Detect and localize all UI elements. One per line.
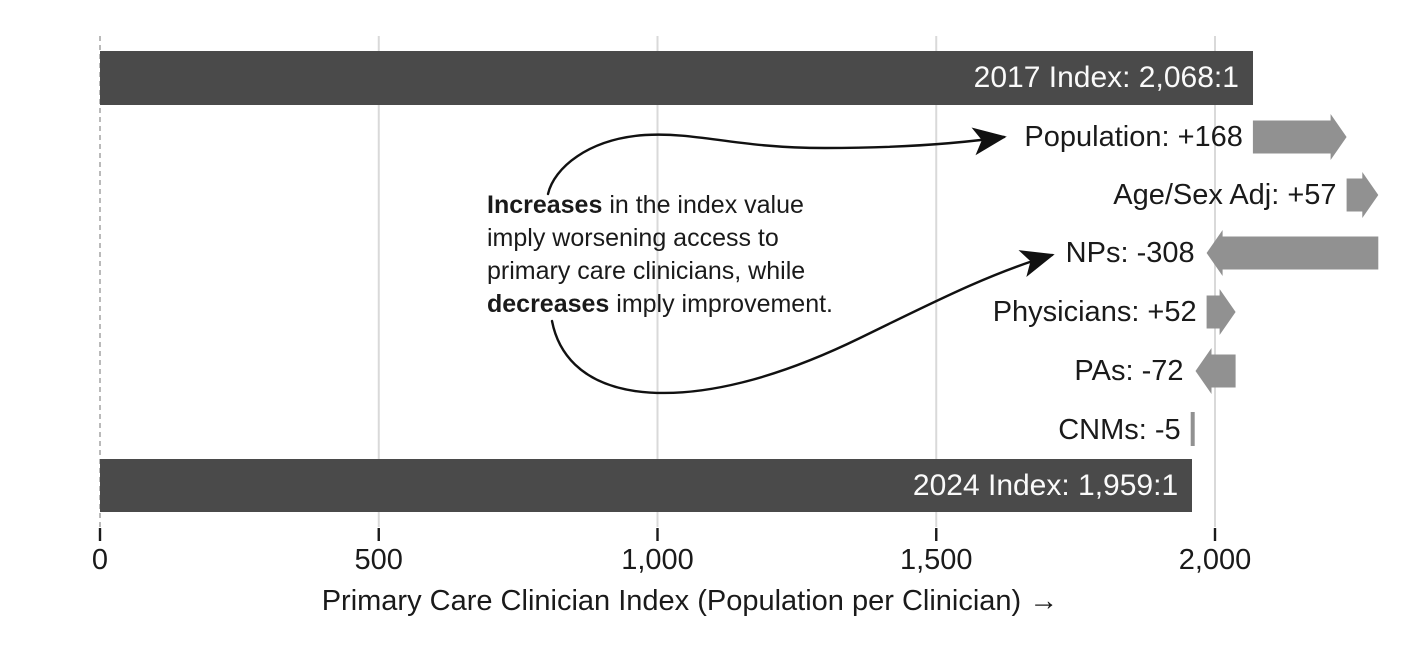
- x-axis-tick-label: 1,500: [899, 544, 973, 576]
- x-axis-tick: [1213, 528, 1217, 541]
- x-axis-tick: [935, 528, 938, 541]
- total-bar-index-2017: 2017 Index: 2,068:1: [100, 51, 1253, 105]
- delta-label-pas: PAs: -72: [1074, 355, 1184, 387]
- x-axis-tick-label: 0: [91, 544, 109, 576]
- delta-arrow-nps: [1206, 230, 1379, 276]
- annotation-line: imply worsening access to: [487, 224, 779, 252]
- x-axis-tick-label: 2,000: [1178, 544, 1252, 576]
- delta-arrow-age-sex-adj: [1346, 172, 1379, 218]
- annotation-arrow-bottom: [550, 250, 1055, 395]
- x-axis-tick-label: 1,000: [621, 544, 694, 576]
- delta-label-physicians: Physicians: +52: [992, 296, 1197, 328]
- x-axis-tick: [656, 528, 659, 541]
- total-bar-index-2024: 2024 Index: 1,959:1: [100, 459, 1193, 512]
- annotation-line: primary care clinicians, while: [487, 257, 806, 285]
- annotation-arrow-top: [546, 127, 1007, 196]
- annotation-note: Increases in the index value imply worsen…: [487, 189, 833, 321]
- x-axis-tick: [98, 528, 102, 541]
- delta-label-cnms: CNMs: -5: [1058, 414, 1181, 446]
- delta-label-population: Population: +168: [1024, 121, 1243, 153]
- delta-label-nps: NPs: -308: [1065, 237, 1195, 269]
- grid-line: [1214, 36, 1216, 527]
- grid-line: [935, 36, 938, 527]
- delta-arrow-population: [1252, 114, 1347, 160]
- grid-line: [656, 36, 659, 527]
- grid-line: [377, 36, 380, 527]
- delta-arrow-physicians: [1206, 289, 1236, 335]
- x-axis-tick-label: 500: [354, 544, 403, 576]
- delta-tick-cnms: [1190, 412, 1195, 446]
- delta-arrow-pas: [1195, 348, 1236, 394]
- total-bar-label-index-2024: 2024 Index: 1,959:1: [912, 468, 1179, 502]
- x-axis-tick: [377, 528, 380, 541]
- annotation-line: decreases imply improvement.: [487, 290, 833, 318]
- x-axis-title: Primary Care Clinician Index (Population…: [321, 585, 1059, 617]
- delta-label-age-sex-adj: Age/Sex Adj: +57: [1113, 179, 1337, 211]
- annotation-line: Increases in the index value: [487, 191, 804, 219]
- total-bar-label-index-2017: 2017 Index: 2,068:1: [973, 61, 1239, 94]
